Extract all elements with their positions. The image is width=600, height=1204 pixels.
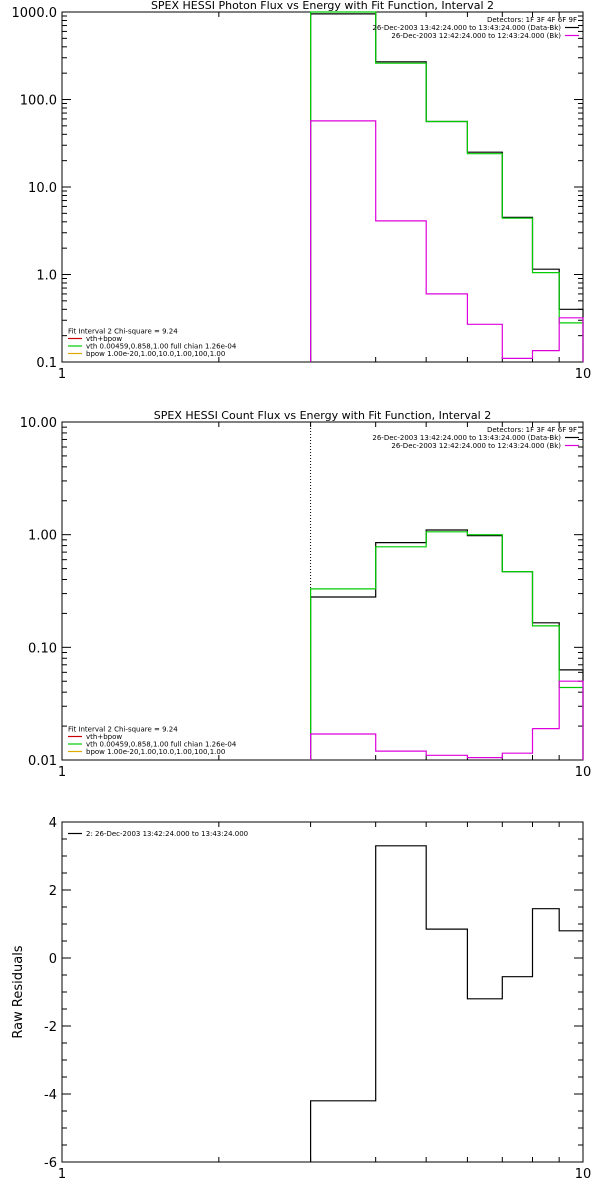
legend-entry-text: vth+bpow — [86, 733, 122, 741]
y-tick-label: 10.00 — [20, 416, 57, 431]
legend-entry-text: vth+bpow — [86, 335, 122, 343]
y-axis-label: Raw Residuals — [11, 945, 26, 1038]
legend-entry-text: 26-Dec-2003 13:42:24.000 to 13:43:24.000… — [372, 24, 561, 32]
y-tick-label: -4 — [44, 1088, 57, 1103]
legend-entry-text: 2: 26-Dec-2003 13:42:24.000 to 13:43:24.… — [86, 830, 248, 838]
chart-title: SPEX HESSI Photon Flux vs Energy with Fi… — [151, 0, 494, 12]
legend-entry-text: bpow 1.00e-20,1.00,10.0,1.00,100,1.00 — [86, 350, 225, 358]
y-tick-label: 100.0 — [20, 94, 57, 109]
y-tick-label: 1.00 — [28, 529, 57, 544]
plot-frame — [61, 11, 584, 363]
y-tick-label: -6 — [44, 1156, 57, 1171]
legend-entry-text: vth 0.00459,0.858,1.00 full chian 1.26e-… — [86, 741, 237, 749]
series-histogram-1 — [310, 845, 583, 1162]
legend-entry-text: Fit Interval 2 Chi-square = 9.24 — [68, 726, 178, 734]
chart-panel-2: SPEX HESSI Count Flux vs Energy with Fit… — [20, 409, 591, 780]
legend-entry-text: vth 0.00459,0.858,1.00 full chian 1.26e-… — [86, 343, 237, 351]
series-histogram-2 — [310, 531, 584, 760]
chart-panel-3: Raw Residuals 1 10 -6 -4 -2 0 2 4 2: 26-Dec-2003 … — [11, 816, 591, 1182]
y-tick-label: 0.01 — [28, 754, 57, 769]
y-tick-label: 1.0 — [36, 269, 57, 284]
legend-entry-text: 26-Dec-2003 12:42:24.000 to 12:43:24.000… — [391, 442, 561, 450]
legend-entry-text: bpow 1.00e-20,1.00,10.0,1.00,100,1.00 — [86, 748, 225, 756]
legend-entry-text: 26-Dec-2003 12:42:24.000 to 12:43:24.000… — [391, 32, 561, 40]
x-tick-label: 10 — [575, 367, 592, 382]
y-tick-label: 2 — [49, 884, 57, 899]
legend-entry-text: Detectors: 1F 3F 4F 6F 9F — [487, 426, 577, 434]
series-histogram-3 — [310, 680, 584, 760]
y-tick-label: 0 — [49, 952, 57, 967]
series-histogram-1 — [310, 529, 584, 760]
legend-entry-text: 26-Dec-2003 13:42:24.000 to 13:43:24.000… — [372, 434, 561, 442]
chart-panel-1: SPEX HESSI Photon Flux vs Energy with Fi… — [12, 0, 592, 382]
plot-frame — [61, 421, 584, 761]
legend-entry-text: Detectors: 1F 3F 4F 6F 9F — [487, 16, 577, 24]
x-tick-label: 1 — [58, 765, 66, 780]
series-histogram-1 — [310, 13, 584, 362]
chart-title: SPEX HESSI Count Flux vs Energy with Fit… — [154, 409, 491, 422]
x-tick-label: 1 — [58, 1167, 66, 1182]
x-tick-label: 1 — [58, 367, 66, 382]
series-histogram-3 — [310, 120, 584, 362]
x-tick-label: 10 — [575, 765, 592, 780]
y-tick-label: 10.0 — [28, 181, 57, 196]
y-tick-label: -2 — [44, 1020, 57, 1035]
x-tick-label: 10 — [575, 1167, 592, 1182]
y-tick-label: 1000.0 — [12, 6, 58, 21]
y-tick-label: 0.10 — [28, 641, 57, 656]
plot-frame — [61, 821, 584, 1163]
legend-entry-text: Fit Interval 2 Chi-square = 9.24 — [68, 328, 178, 336]
y-tick-label: 0.1 — [36, 356, 57, 371]
series-histogram-2 — [310, 11, 584, 362]
y-tick-label: 4 — [49, 816, 57, 831]
